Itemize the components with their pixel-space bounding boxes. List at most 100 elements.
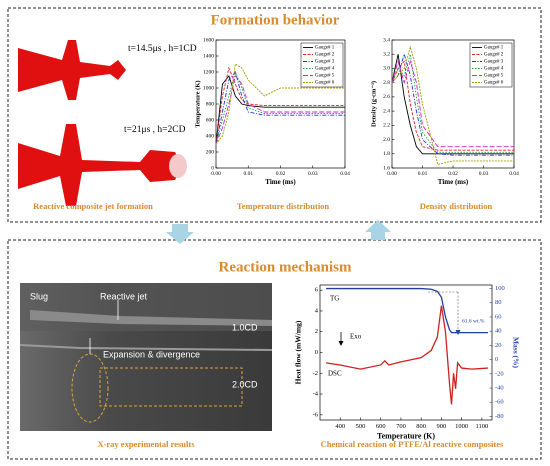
annotation: TG xyxy=(330,295,339,303)
y-axis-label: Density (g·cm⁻³) xyxy=(370,81,377,127)
y-tick-label: 3.4 xyxy=(383,37,390,43)
jet-image xyxy=(18,40,187,206)
y-tick-label: 3.2 xyxy=(383,51,390,57)
jet-label: t=21μs , h=2CD xyxy=(124,125,186,135)
legend-label: Gauge# 3 xyxy=(484,60,504,65)
x-tick-label: 1000 xyxy=(455,423,468,430)
y-axis-label: Heat flow (mW/mg) xyxy=(293,320,302,384)
series-line xyxy=(391,60,514,151)
legend-box xyxy=(300,42,344,88)
xray-image xyxy=(19,283,273,431)
legend-label: Gauge# 1 xyxy=(315,46,335,51)
legend-label: Gauge# 4 xyxy=(315,67,335,72)
xray-label: Reactive jet xyxy=(100,291,148,301)
xray-label: 1.0CD xyxy=(232,322,258,332)
legend-label: Gauge# 1 xyxy=(484,46,504,51)
y-tick-label: 2.0 xyxy=(383,137,390,143)
legend-label: Gauge# 4 xyxy=(484,67,504,72)
y-tick-label: 2.4 xyxy=(383,108,390,114)
y-tick-label: -4 xyxy=(313,391,319,398)
y-tick-label: -6 xyxy=(313,411,319,418)
y-tick-label: 3.0 xyxy=(383,66,390,72)
annotation: Exo xyxy=(350,333,362,341)
caption: Density distribution xyxy=(420,201,493,211)
x-tick-label: 0.00 xyxy=(211,171,221,177)
y-tick-label: 2.2 xyxy=(383,123,390,129)
y-tick-label: -2 xyxy=(313,370,318,377)
series-line xyxy=(391,52,514,156)
x-tick-label: 0.03 xyxy=(479,171,489,177)
x-axis-label: Time (ms) xyxy=(438,178,469,186)
series-line xyxy=(215,70,345,145)
caption: X-ray experimental results xyxy=(97,439,195,449)
x-tick-label: 900 xyxy=(437,423,447,430)
reaction-panel xyxy=(7,239,542,460)
x-tick-label: 0.03 xyxy=(308,171,318,177)
panel-title: Formation behavior xyxy=(211,12,340,28)
x-tick-label: 1100 xyxy=(475,423,488,430)
x-axis-label: Temperature (K) xyxy=(377,432,435,441)
legend-label: Gauge# 6 xyxy=(484,81,504,86)
y2-tick-label: -20 xyxy=(495,370,504,377)
series-line xyxy=(215,71,345,145)
y-tick-label: 0 xyxy=(315,349,318,356)
up-arrow xyxy=(365,220,391,240)
x-tick-label: 700 xyxy=(396,423,406,430)
series-line xyxy=(325,305,488,405)
legend-label: Gauge# 2 xyxy=(315,53,335,58)
legend-label: Gauge# 5 xyxy=(484,74,504,79)
y2-tick-label: -80 xyxy=(495,413,504,420)
series-line xyxy=(391,54,514,155)
series-line xyxy=(215,63,345,145)
legend-label: Gauge# 5 xyxy=(315,74,335,79)
x-axis-label: Time (ms) xyxy=(265,178,296,186)
caption: Chemical reaction of PTFE/Al reactive co… xyxy=(321,439,504,449)
annotation: 61.6 wt.% xyxy=(462,318,485,324)
y2-tick-label: 80 xyxy=(495,299,502,306)
y2-axis-label: Mass (%) xyxy=(512,337,521,369)
y-tick-label: 2.8 xyxy=(383,80,390,86)
y-tick-label: 200 xyxy=(206,149,215,155)
y2-tick-label: 0 xyxy=(495,356,498,363)
y-tick-label: 800 xyxy=(206,101,215,107)
series-line xyxy=(391,54,514,153)
caption: Temperature distribution xyxy=(237,201,330,211)
legend-box xyxy=(469,42,513,88)
series-line xyxy=(215,74,345,145)
x-tick-label: 0.04 xyxy=(340,171,350,177)
formation-panel xyxy=(7,7,542,223)
y2-tick-label: -40 xyxy=(495,385,504,392)
legend-label: Gauge# 6 xyxy=(315,81,335,86)
y-tick-label: 2.6 xyxy=(383,94,390,100)
y-tick-label: 6 xyxy=(315,287,319,294)
xray-label: Slug xyxy=(30,291,48,301)
y-tick-label: 1400 xyxy=(203,53,214,59)
x-tick-label: 0.02 xyxy=(448,171,458,177)
y2-tick-label: 20 xyxy=(495,342,502,349)
y-tick-label: 0 xyxy=(211,165,214,171)
x-tick-label: 0.04 xyxy=(509,171,519,177)
xray-label: 2.0CD xyxy=(232,379,258,389)
y2-tick-label: 60 xyxy=(495,313,502,320)
down-arrow xyxy=(166,224,194,244)
y2-tick-label: 40 xyxy=(495,328,502,335)
x-tick-label: 0.01 xyxy=(418,171,428,177)
x-tick-label: 0.02 xyxy=(276,171,286,177)
y2-tick-label: -60 xyxy=(495,399,504,406)
y-tick-label: 1.6 xyxy=(383,165,390,171)
caption: Reactive composite jet formation xyxy=(33,201,153,211)
x-tick-label: 400 xyxy=(335,423,345,430)
y-tick-label: 1600 xyxy=(203,37,214,43)
y-tick-label: 1000 xyxy=(203,85,214,91)
series-line xyxy=(391,45,514,165)
x-tick-label: 0.01 xyxy=(243,171,253,177)
exo-arrowhead xyxy=(338,341,344,346)
jet-label: t=14.5μs , h=1CD xyxy=(128,44,197,54)
y-axis-label: Temperature (K) xyxy=(194,80,201,127)
y-tick-label: 1200 xyxy=(203,69,214,75)
x-tick-label: 800 xyxy=(416,423,426,430)
x-tick-label: 600 xyxy=(376,423,386,430)
y-tick-label: 2 xyxy=(315,328,318,335)
y-tick-label: 1.8 xyxy=(383,151,390,157)
